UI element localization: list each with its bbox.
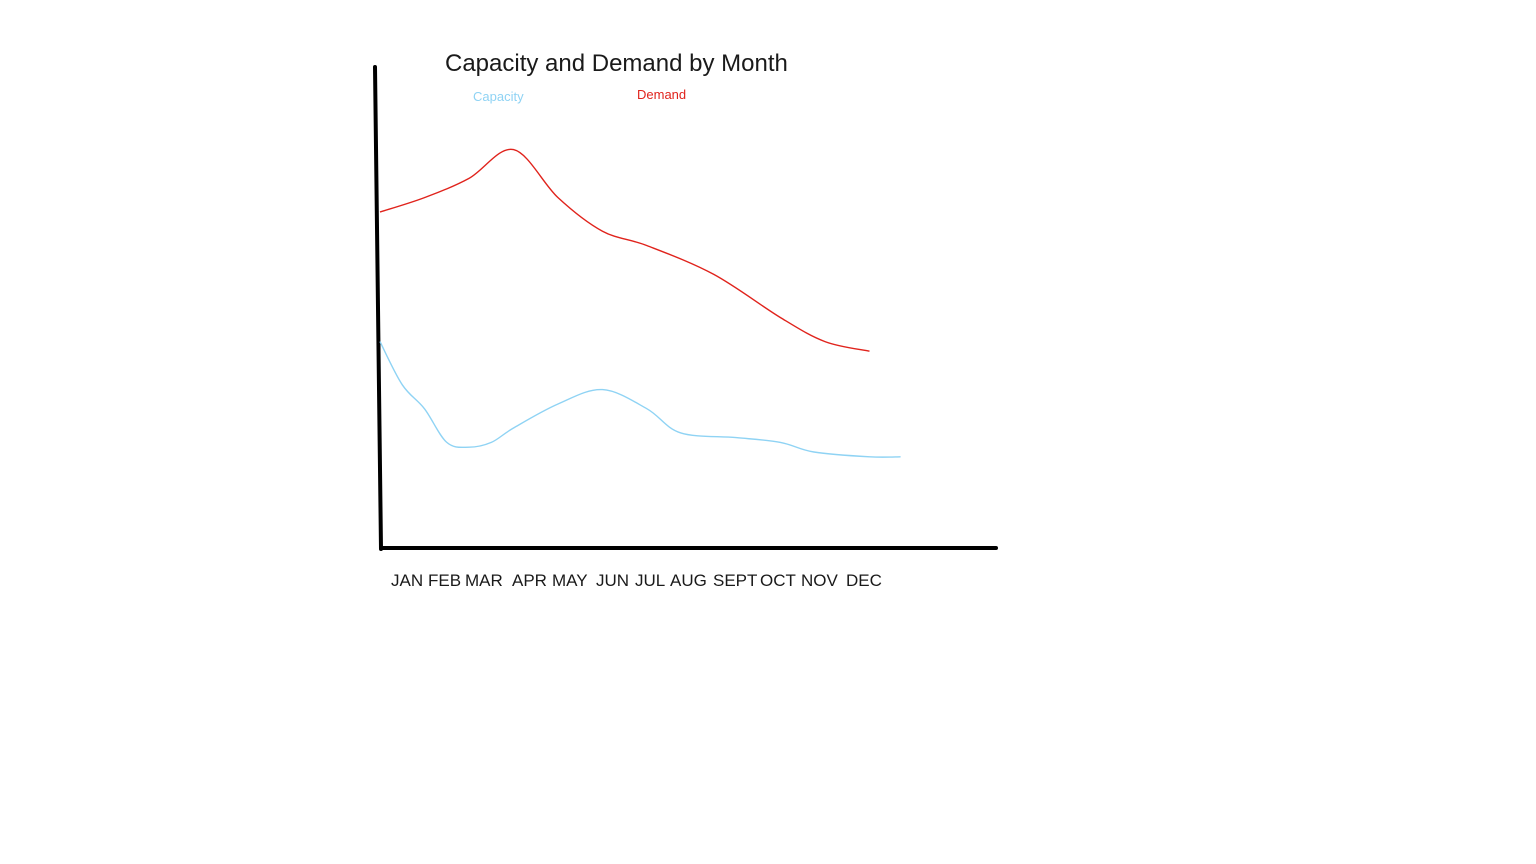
chart-title: Capacity and Demand by Month [445, 50, 788, 77]
x-tick-label-jun: JUN [596, 571, 630, 590]
series-line-capacity [379, 341, 901, 458]
x-tick-label-apr: APR [512, 571, 547, 590]
series-line-demand [379, 148, 870, 352]
x-tick-label-jan: JAN [391, 571, 424, 590]
x-tick-label-mar: MAR [465, 571, 503, 590]
x-tick-label-may: MAY [552, 571, 588, 590]
x-tick-label-aug: AUG [670, 571, 707, 590]
x-tick-label-jul: JUL [635, 571, 666, 590]
x-tick-label-dec: DEC [846, 571, 882, 590]
legend-entry-capacity: Capacity [473, 89, 524, 104]
x-tick-label-oct: OCT [760, 571, 796, 590]
series-layer [379, 148, 901, 458]
x-tick-label-sept: SEPT [713, 571, 758, 590]
y-axis [373, 65, 383, 551]
x-tick-label-feb: FEB [428, 571, 462, 590]
x-tick-label-nov: NOV [801, 571, 838, 590]
legend-entry-demand: Demand [637, 87, 687, 102]
